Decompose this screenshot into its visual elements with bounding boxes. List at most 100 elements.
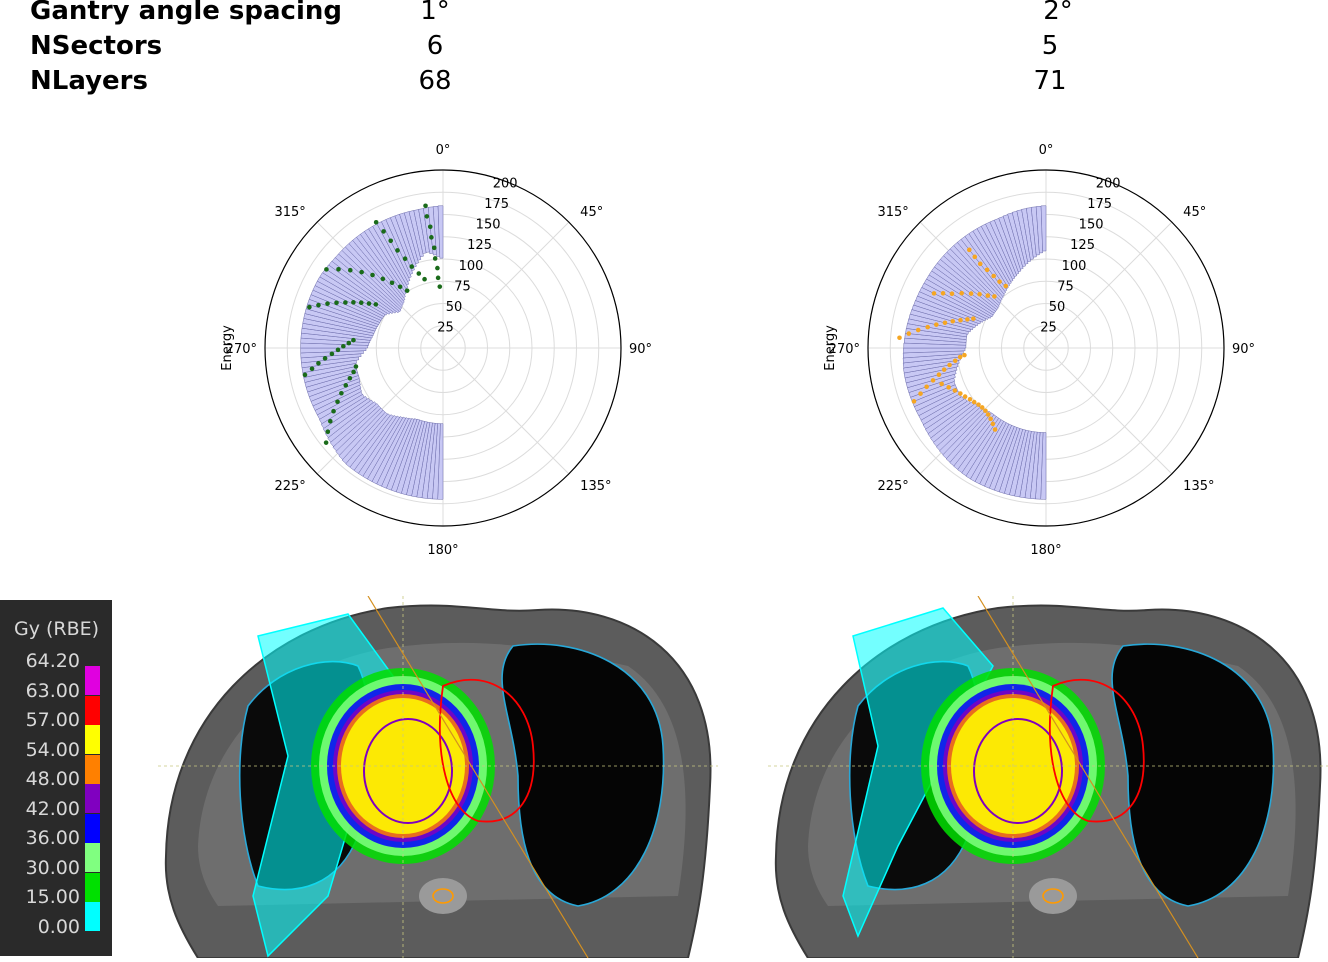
- angular-grid-line: [1045, 221, 1173, 349]
- energy-bar: [327, 401, 377, 443]
- energy-layer-point: [992, 294, 997, 299]
- energy-layer-point: [990, 421, 996, 427]
- energy-bar: [920, 396, 965, 425]
- radial-tick-label: 25: [1040, 320, 1057, 335]
- energy-layer-point: [343, 300, 348, 305]
- energy-layer-point: [402, 256, 408, 262]
- polar-frame: [867, 169, 1225, 527]
- energy-layer-point: [353, 364, 359, 369]
- angle-tick-label: 0°: [1039, 143, 1054, 158]
- energy-layer-point: [343, 383, 349, 388]
- energy-layer-point: [334, 300, 339, 306]
- energy-layer-point: [331, 408, 336, 414]
- row-label-nlayers: NLayers: [30, 66, 148, 96]
- polar-frame: [264, 169, 622, 527]
- energy-layer-point: [427, 224, 433, 230]
- energy-layer-point: [395, 248, 400, 253]
- angle-tick-label: 90°: [629, 342, 652, 357]
- energy-layer-point: [325, 301, 330, 306]
- energy-layer-point: [897, 335, 902, 341]
- energy-bar: [953, 414, 997, 470]
- nlayers-value-plan-b: 71: [1033, 66, 1067, 96]
- energy-bar: [907, 318, 969, 335]
- energy-bar: [1040, 205, 1047, 252]
- energy-layer-point: [351, 369, 356, 375]
- radial-tick-label: 100: [1062, 259, 1087, 274]
- energy-layer-point: [947, 362, 952, 368]
- angle-tick-label: 180°: [1030, 543, 1061, 558]
- energy-layer-point: [925, 324, 930, 330]
- energy-layer-point: [939, 381, 944, 387]
- angle-tick-label: 225°: [877, 479, 908, 494]
- energy-layer-point: [958, 317, 963, 323]
- energy-layer-point: [435, 265, 440, 271]
- dose-level-swatch: [85, 872, 100, 902]
- energy-bar: [949, 412, 995, 467]
- angle-tick-label: 270°: [829, 342, 860, 357]
- energy-layer-point: [327, 418, 333, 424]
- energy-layer-point: [962, 394, 968, 399]
- ct-slice-image: [158, 595, 718, 959]
- energy-layer-point: [347, 267, 353, 273]
- energy-layer-point: [976, 402, 981, 407]
- dose-level-label: 48.00: [25, 768, 80, 790]
- energy-bar: [320, 396, 368, 429]
- radial-tick-label: 50: [446, 300, 463, 315]
- energy-bar: [965, 419, 1005, 480]
- energy-layer-point: [388, 238, 394, 244]
- energy-layer-point: [977, 261, 983, 267]
- energy-range-bars: [902, 205, 1047, 500]
- energy-layer-point: [431, 245, 437, 251]
- energy-layer-point: [335, 347, 341, 353]
- energy-layer-point: [983, 408, 988, 414]
- energy-layer-point: [971, 399, 977, 405]
- energy-layer-point: [346, 340, 352, 346]
- beam-axis-line: [367, 595, 589, 959]
- energy-layer-point: [950, 318, 956, 324]
- energy-layer-point: [942, 320, 948, 326]
- energy-layer-point: [957, 354, 963, 360]
- energy-layer-point: [971, 316, 976, 321]
- radial-tick-label: 150: [476, 218, 501, 233]
- energy-layer-point: [404, 288, 410, 293]
- ct-dose-image-plan-b: [768, 595, 1328, 959]
- energy-layer-point: [931, 291, 937, 296]
- angular-grid-line: [442, 221, 570, 349]
- dose-level-swatch: [85, 725, 100, 754]
- gantry-spacing-value-plan-a: 1°: [420, 0, 450, 26]
- energy-layer-point: [435, 275, 441, 281]
- energy-layer-point: [370, 272, 375, 278]
- radial-tick-label: 100: [459, 259, 484, 274]
- energy-layer-point: [918, 391, 923, 396]
- radial-tick-label: 175: [484, 197, 509, 212]
- dose-level-label: 57.00: [25, 709, 80, 731]
- energy-layer-point: [351, 300, 356, 305]
- energy-layer-point: [302, 372, 308, 378]
- energy-layer-point: [985, 412, 991, 417]
- energy-layer-point: [924, 384, 929, 390]
- row-label-gantry-angle-spacing: Gantry angle spacing: [30, 0, 342, 26]
- energy-layer-point: [984, 267, 990, 273]
- energy-layer-point: [373, 302, 379, 307]
- polar-chart-svg: 25 50 75 100 125 150 175 200 0° 45° 90° 135° 180° 225…: [823, 143, 1255, 558]
- energy-bar: [903, 359, 960, 374]
- energy-layer-point: [416, 271, 422, 276]
- energy-layer-point: [324, 267, 329, 272]
- angle-tick-label: 135°: [580, 479, 611, 494]
- energy-layer-point: [952, 358, 958, 364]
- dose-level-swatch: [85, 784, 100, 813]
- dose-legend-title: Gy (RBE): [14, 618, 100, 640]
- energy-layer-point: [941, 367, 947, 372]
- energy-layer-point: [316, 360, 321, 366]
- nlayers-value-plan-a: 68: [418, 66, 452, 96]
- energy-layer-point: [397, 284, 403, 290]
- polar-chart-plan-a: 25 50 75 100 125 150 175 200 0° 45° 90° 135° 180° 225…: [215, 140, 655, 560]
- target-contour: [973, 718, 1063, 824]
- radial-tick-label: 175: [1087, 197, 1112, 212]
- energy-bar: [908, 313, 972, 333]
- energy-bar: [957, 416, 1000, 474]
- energy-layer-point: [1003, 283, 1009, 289]
- nsectors-value-plan-a: 6: [426, 31, 444, 61]
- dose-level-label: 15.00: [25, 886, 80, 908]
- energy-layer-point: [934, 322, 939, 327]
